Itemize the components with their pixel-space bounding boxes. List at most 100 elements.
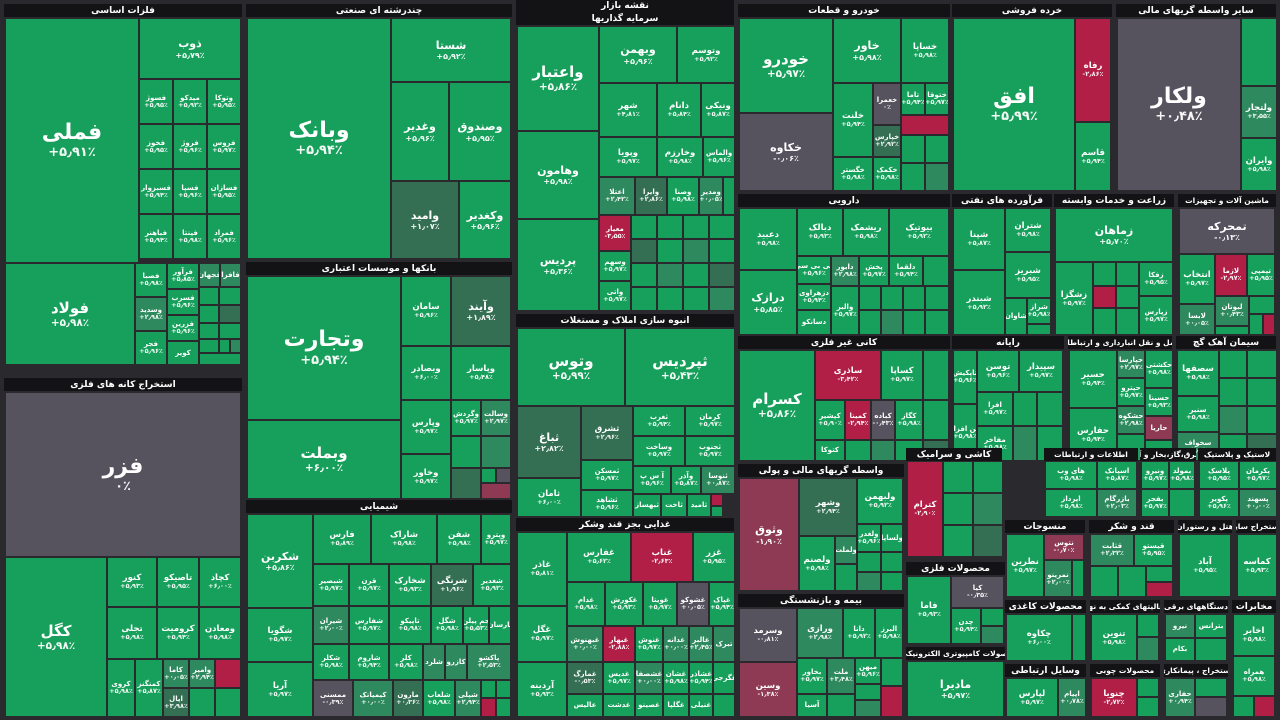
- stock-tile[interactable]: غدانه +۰٫۰۰٪: [664, 627, 688, 661]
- stock-tile[interactable]: وهامون +۵٫۹۸٪: [518, 132, 598, 218]
- stock-tile[interactable]: لبوتان +۰٫۴۳٪: [1216, 297, 1248, 325]
- stock-tile[interactable]: دانام +۵٫۸۴٪: [658, 84, 700, 136]
- stock-tile[interactable]: درازک +۵٫۸۵٪: [740, 271, 796, 334]
- stock-tile[interactable]: ثباغ +۲٫۸۲٪: [518, 407, 580, 477]
- stock-tile[interactable]: رفاه -۲٫۸۶٪: [1076, 19, 1110, 121]
- stock-tile[interactable]: غدشت: [604, 695, 634, 716]
- stock-tile[interactable]: فجهان: [200, 264, 219, 286]
- stock-tile[interactable]: ثجنوب +۵٫۹۷٪: [686, 437, 734, 465]
- stock-tile[interactable]: کمینا -۲٫۹۴٪: [846, 401, 870, 439]
- stock-tile[interactable]: سنیر +۵٫۹۸٪: [1178, 397, 1218, 431]
- stock-tile[interactable]: فخوز +۵٫۹۵٪: [140, 125, 172, 168]
- stock-tile[interactable]: کروی +۵٫۹۸٪: [108, 660, 134, 716]
- stock-tile[interactable]: سپیدار +۵٫۹۷٪: [1020, 351, 1062, 391]
- stock-tile[interactable]: چکاوه +۶٫۰۰٪: [1007, 615, 1071, 660]
- stock-tile[interactable]: شاوان: [1006, 299, 1026, 334]
- stock-tile[interactable]: البرز +۵٫۹۸٪: [876, 609, 902, 657]
- stock-tile[interactable]: وبصادر +۶٫۰۰٪: [402, 347, 450, 399]
- stock-tile[interactable]: تاما +۵٫۹۴٪: [902, 84, 924, 114]
- stock-tile[interactable]: کسرام +۵٫۸۶٪: [740, 351, 814, 460]
- stock-tile[interactable]: غدام +۵٫۹۸٪: [568, 583, 604, 625]
- stock-tile[interactable]: شهر +۴٫۸۱٪: [600, 84, 656, 136]
- stock-tile[interactable]: تبرک: [714, 627, 734, 661]
- stock-tile[interactable]: وغدیر +۵٫۹۶٪: [392, 83, 448, 180]
- stock-tile[interactable]: وخاور +۵٫۹۷٪: [402, 455, 450, 498]
- stock-tile[interactable]: ثامان +۶٫۰۰٪: [518, 479, 580, 516]
- stock-tile[interactable]: ولکار +۰٫۴۸٪: [1118, 19, 1240, 190]
- stock-tile[interactable]: ونیکی +۵٫۸۷٪: [702, 84, 734, 136]
- stock-tile[interactable]: شپلی +۲٫۹۴٪: [456, 681, 480, 716]
- stock-tile[interactable]: ومدیر +۰٫۰۵٪: [700, 178, 722, 214]
- stock-tile[interactable]: کماسه +۵٫۹۳٪: [1238, 535, 1276, 596]
- stock-tile[interactable]: وپاسار +۵٫۴۸٪: [452, 347, 510, 399]
- stock-tile[interactable]: غمارگ -۰٫۵۳٪: [568, 663, 602, 693]
- stock-tile[interactable]: اخابر +۵٫۹۸٪: [1234, 615, 1274, 655]
- stock-tile[interactable]: وسهم +۵٫۹۷٪: [600, 252, 630, 280]
- stock-tile[interactable]: پسهند +۰٫۰۰٪: [1240, 490, 1276, 516]
- stock-tile[interactable]: جم پیلن +۵٫۵۳٪: [464, 607, 488, 643]
- stock-tile[interactable]: اپیام +۰٫۷۸٪: [1059, 679, 1085, 716]
- stock-tile[interactable]: کازرو: [446, 645, 466, 679]
- stock-tile[interactable]: وسالت +۲٫۹۷٪: [482, 401, 510, 435]
- stock-tile[interactable]: غبهنوش +۰٫۰۰٪: [568, 627, 602, 661]
- stock-tile[interactable]: بترانس: [1196, 615, 1226, 637]
- stock-tile[interactable]: شکربن +۵٫۸۶٪: [248, 515, 312, 607]
- stock-tile[interactable]: خگستر +۵٫۹۸٪: [834, 158, 872, 190]
- stock-tile[interactable]: کرومیت +۵٫۹۴٪: [158, 608, 198, 658]
- stock-tile[interactable]: فسازان +۵٫۹۵٪: [208, 170, 240, 213]
- stock-tile[interactable]: لپارس +۵٫۹۷٪: [1007, 679, 1057, 716]
- stock-tile[interactable]: کلر +۵٫۹۸٪: [390, 645, 422, 679]
- stock-tile[interactable]: ولتجار +۳٫۵۵٪: [1242, 87, 1276, 137]
- stock-tile[interactable]: ثشاهد +۵٫۹۶٪: [582, 491, 632, 516]
- stock-tile[interactable]: شتران +۵٫۹۸٪: [1006, 209, 1050, 251]
- stock-tile[interactable]: پاکشو +۲٫۵۳٪: [468, 645, 510, 679]
- stock-tile[interactable]: غالبر +۲٫۴۵٪: [690, 627, 712, 661]
- stock-tile[interactable]: حفاری +۰٫۹۴٪: [1166, 679, 1194, 716]
- stock-tile[interactable]: خعمرا ۰٪: [874, 84, 900, 124]
- stock-tile[interactable]: خکاوه -۰٫۰۶٪: [740, 114, 832, 190]
- stock-tile[interactable]: وآیند +۱٫۸۹٪: [452, 277, 510, 345]
- stock-tile[interactable]: کمنگنز +۵٫۸۷٪: [136, 660, 162, 716]
- stock-tile[interactable]: وتوکا +۵٫۹۵٪: [208, 80, 240, 123]
- stock-tile[interactable]: غنوش +۵٫۹۷٪: [636, 627, 662, 661]
- stock-tile[interactable]: پکرمان +۵٫۹۷٪: [1240, 462, 1276, 488]
- stock-tile[interactable]: فسبزوار +۵٫۹۴٪: [140, 170, 172, 213]
- stock-tile[interactable]: ثاخت: [662, 495, 686, 516]
- stock-tile[interactable]: فملی +۵٫۹۱٪: [6, 19, 138, 262]
- stock-tile[interactable]: وشهر +۲٫۹۴٪: [800, 479, 856, 535]
- stock-tile[interactable]: پردیس +۵٫۳۶٪: [518, 220, 598, 310]
- stock-tile[interactable]: وایران +۵٫۹۸٪: [1242, 139, 1276, 190]
- stock-tile[interactable]: اسپانک +۵٫۸۷٪: [1098, 462, 1136, 488]
- stock-tile[interactable]: شپنا +۵٫۸۷٪: [954, 209, 1004, 269]
- stock-tile[interactable]: حسینا +۵٫۹۳٪: [1146, 389, 1172, 415]
- stock-tile[interactable]: غویتا +۵٫۹۷٪: [644, 583, 676, 625]
- stock-tile[interactable]: خودرو +۵٫۹۷٪: [740, 19, 832, 112]
- stock-tile[interactable]: کیمیاتک +۰٫۰۰٪: [354, 681, 392, 716]
- stock-tile[interactable]: زپارس +۵٫۹۷٪: [1140, 297, 1172, 334]
- stock-tile[interactable]: تنوین +۵٫۹۸٪: [1092, 615, 1136, 660]
- stock-tile[interactable]: آسیا: [798, 695, 826, 716]
- stock-tile[interactable]: شفن +۵٫۹۸٪: [438, 515, 480, 563]
- stock-tile[interactable]: ولبهمن +۵٫۹۲٪: [858, 479, 902, 523]
- stock-tile[interactable]: فافزا: [221, 264, 240, 286]
- stock-tile[interactable]: دلقما +۵٫۹۴٪: [890, 257, 922, 285]
- stock-tile[interactable]: قیستو +۵٫۹۵٪: [1135, 535, 1172, 565]
- stock-tile[interactable]: فمراد +۵٫۹۶٪: [208, 215, 240, 258]
- stock-tile[interactable]: بخاور +۵٫۹۷٪: [798, 659, 826, 693]
- stock-tile[interactable]: کچاد +۶٫۰۰٪: [200, 558, 240, 606]
- stock-tile[interactable]: ونیرو +۵٫۹۷٪: [1142, 462, 1168, 488]
- stock-tile[interactable]: شراز +۵٫۹۸٪: [1028, 299, 1050, 323]
- stock-tile[interactable]: وآذر +۵٫۸۷٪: [672, 467, 700, 493]
- stock-tile[interactable]: میهن +۵٫۹۶٪: [856, 659, 880, 683]
- stock-tile[interactable]: اپال +۳٫۹۸٪: [164, 689, 188, 716]
- stock-tile[interactable]: شکلر +۵٫۹۸٪: [314, 645, 348, 679]
- stock-tile[interactable]: شبندر +۵٫۹۲٪: [954, 271, 1004, 334]
- stock-tile[interactable]: وایرا +۲٫۸۶٪: [636, 178, 666, 214]
- stock-tile[interactable]: وساخت +۵٫۹۷٪: [634, 437, 684, 465]
- stock-tile[interactable]: وخارزم +۵٫۹۸٪: [658, 138, 702, 176]
- stock-tile[interactable]: غبهار -۲٫۸۸٪: [604, 627, 634, 661]
- stock-tile[interactable]: غناب -۲٫۶۳٪: [632, 533, 692, 581]
- stock-tile[interactable]: کگل +۵٫۹۸٪: [6, 558, 106, 716]
- stock-tile[interactable]: وپارس +۵٫۹۷٪: [402, 401, 450, 453]
- stock-tile[interactable]: فروژ +۵٫۹۶٪: [174, 125, 206, 168]
